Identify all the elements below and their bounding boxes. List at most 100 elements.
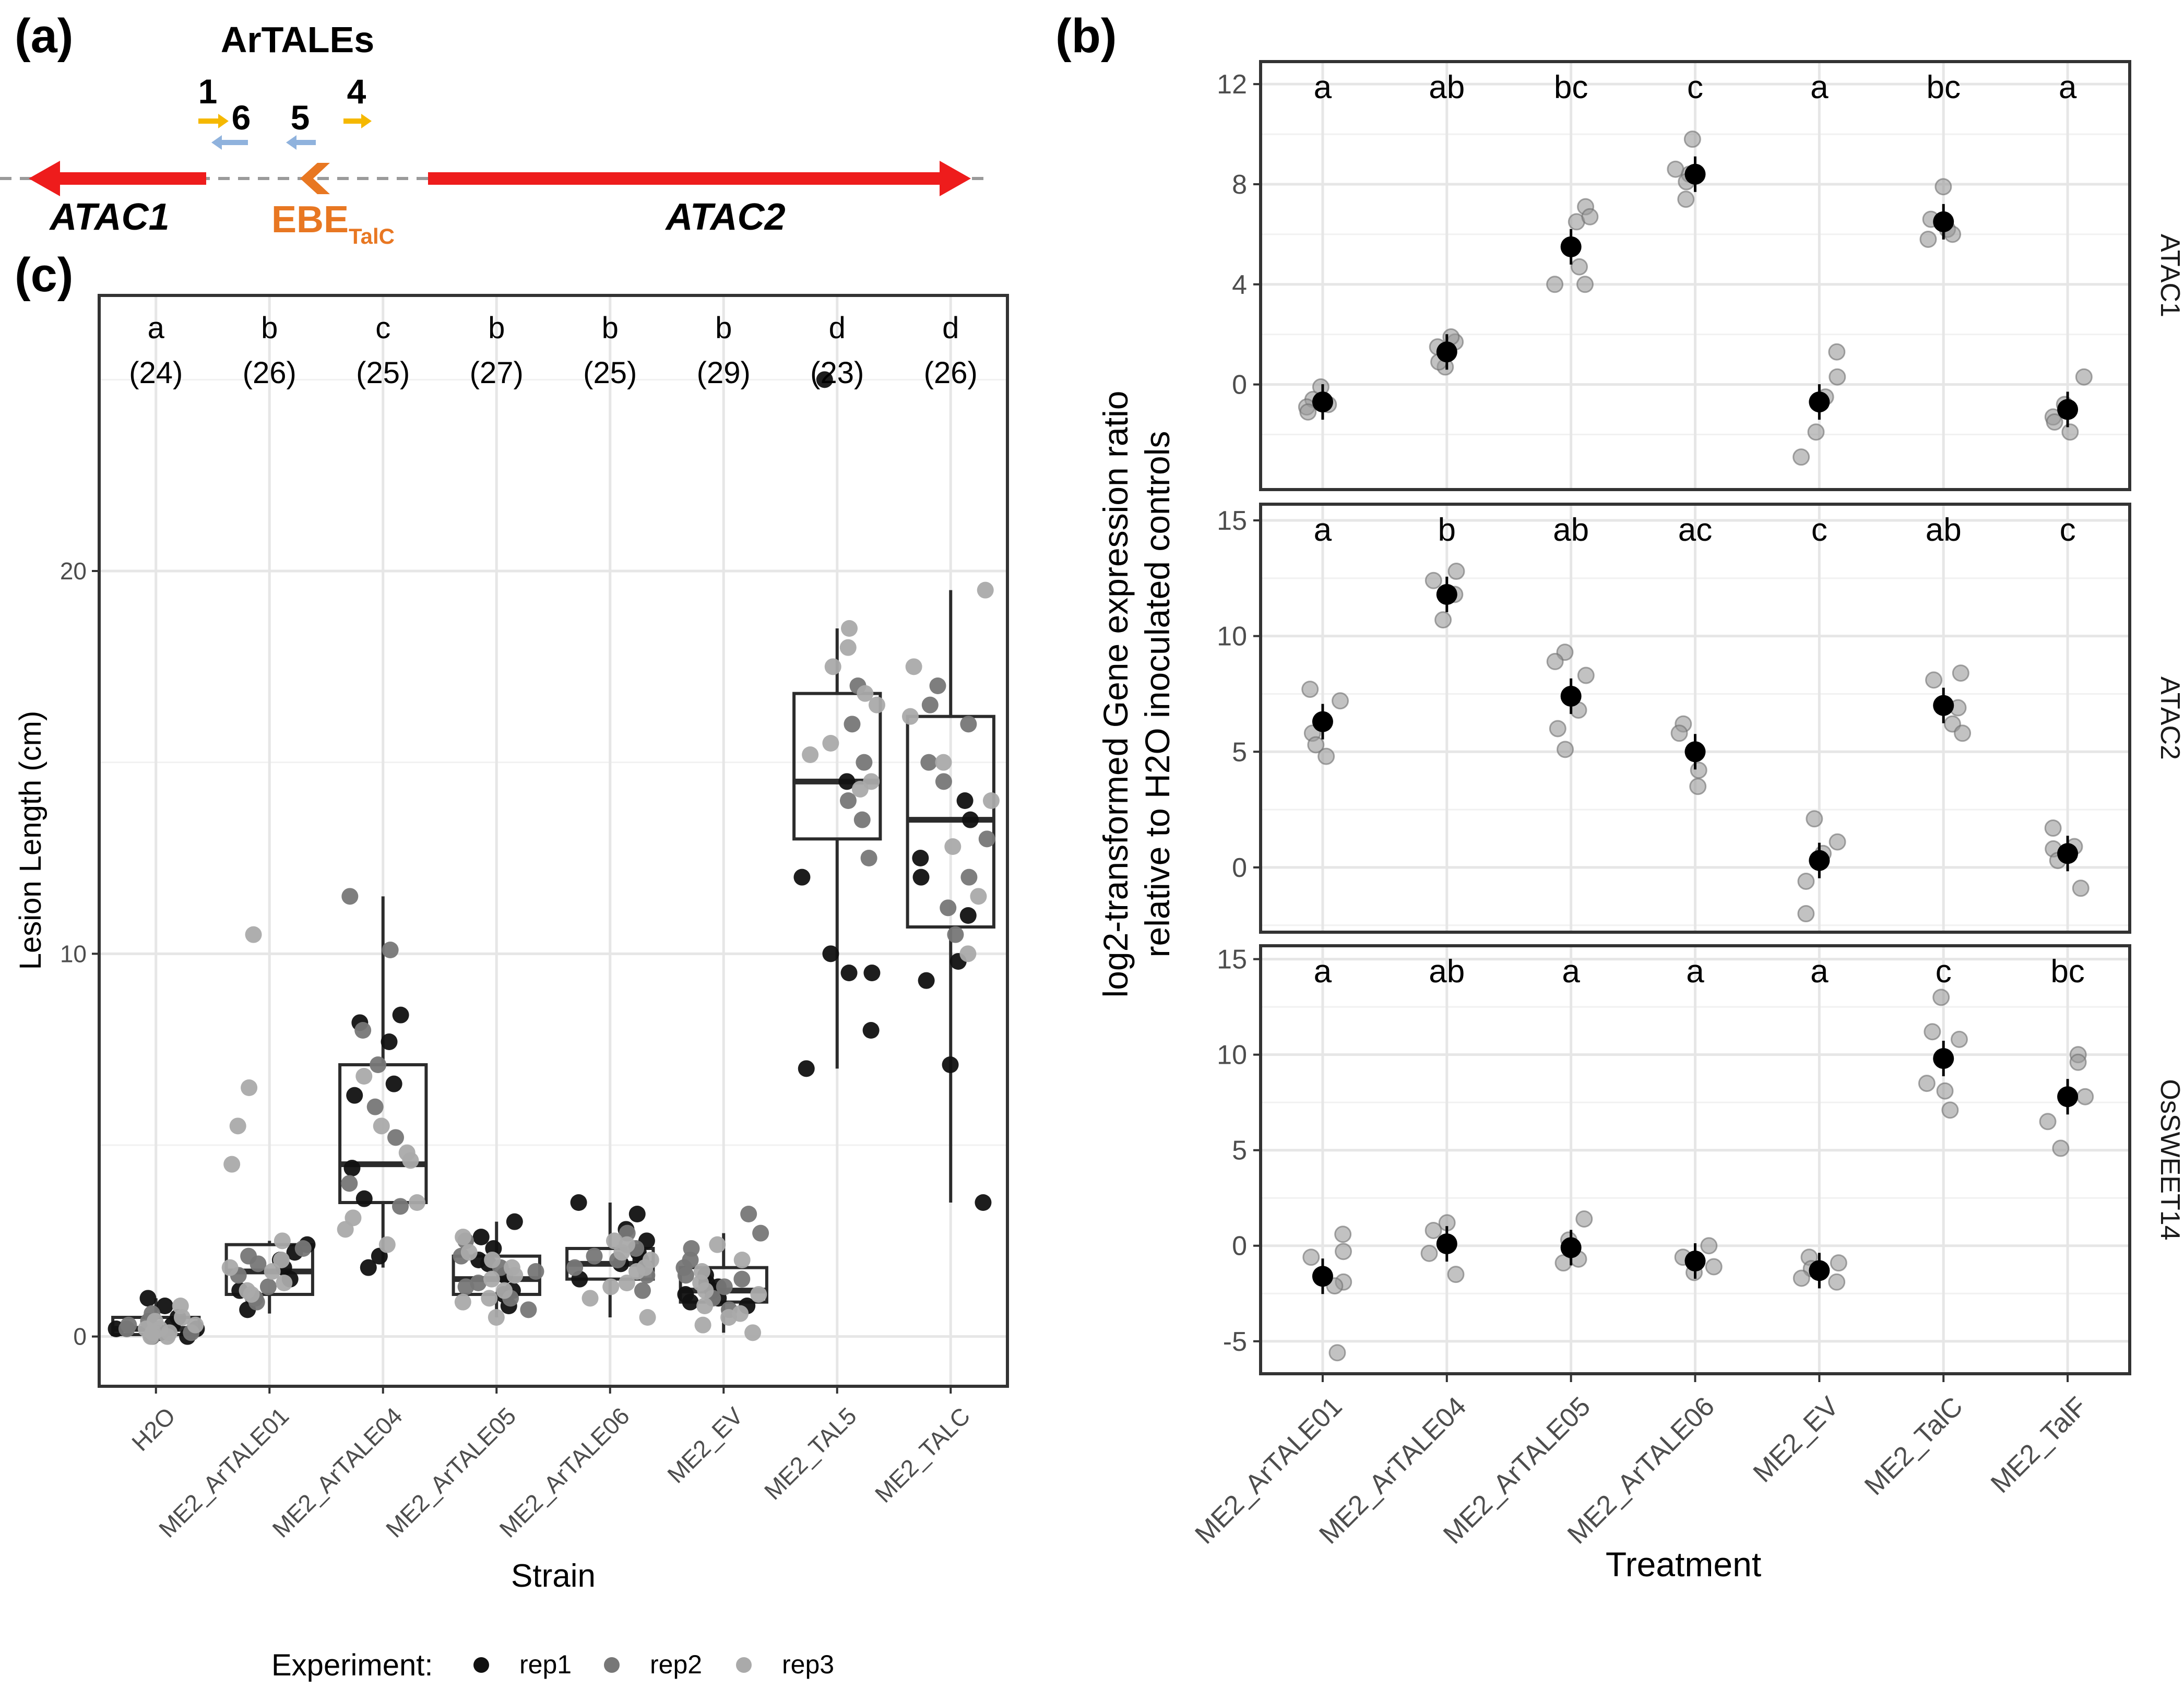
facet-mean-point <box>1684 163 1706 185</box>
panel-c-data-point <box>733 1252 751 1268</box>
panel-c-data-point <box>408 1194 425 1211</box>
panel-c-data-point <box>259 1278 277 1295</box>
facet-replicate-point <box>1549 720 1566 738</box>
facet-replicate-point <box>2075 368 2093 386</box>
panel-c-group-letter: b <box>602 311 619 345</box>
panel-c-sample-size: (24) <box>129 356 183 390</box>
facet-replicate-point <box>1918 1075 1936 1092</box>
facet-mean-point <box>1933 211 1954 232</box>
panel-b-y-axis-title-line1: log2-transformed Gene expression ratio <box>1096 391 1135 998</box>
facet-replicate-point <box>1952 664 1969 682</box>
panel-c-data-point <box>245 926 262 943</box>
panel-c-data-point <box>822 945 839 962</box>
panel-c-data-point <box>975 1194 992 1211</box>
facet-replicate-point <box>1830 1254 1847 1272</box>
panel-c-data-point <box>978 830 995 848</box>
panel-c-data-point <box>506 1267 524 1284</box>
facet-mean-point <box>1809 1260 1830 1281</box>
panel-c-group-letter: d <box>829 311 846 345</box>
facet-replicate-point <box>1954 724 1972 742</box>
panel-c-data-point <box>862 1022 880 1039</box>
panel-c-data-point <box>857 685 874 702</box>
panel-b-x-axis-title: Treatment <box>1606 1545 1761 1584</box>
artale-number-5: 5 <box>291 98 310 137</box>
panel-c-data-point <box>139 1290 157 1307</box>
panel-c-data-point <box>675 1259 693 1276</box>
panel-a: (a) ArTALEs 1 6 5 4 ATAC <box>0 9 992 248</box>
gene-label-atac2: ATAC2 <box>664 196 785 238</box>
facet-replicate-point <box>1425 1221 1442 1239</box>
facet-replicate-point <box>1334 1226 1352 1243</box>
panel-c-annotations: 01020H2Oa(24)ME2_ArTALE01b(26)ME2_ArTALE… <box>60 311 978 1543</box>
facet-replicate-point <box>1689 778 1707 795</box>
panel-c-data-point <box>460 1244 478 1261</box>
panel-c-data-point <box>860 850 877 866</box>
facet-replicate-point <box>2039 1113 2057 1131</box>
facet-replicate-point <box>2069 1053 2087 1071</box>
legend-rep2-swatch <box>604 1657 620 1673</box>
panel-c-data-point <box>484 1252 501 1268</box>
panel-c-data-point <box>229 1117 246 1135</box>
facet-y-tick-label: 0 <box>1232 853 1247 883</box>
facet-y-tick-label: 15 <box>1217 945 1247 975</box>
panel-c-data-point <box>956 792 974 809</box>
facet-replicate-point <box>1575 1210 1593 1228</box>
panel-c-data-point <box>156 1298 173 1314</box>
facet-strip-label: ATAC1 <box>2155 234 2184 317</box>
facet-replicate-point <box>1557 741 1574 758</box>
facet-mean-point <box>1436 584 1457 605</box>
panel-c-data-point <box>940 899 957 917</box>
facet-replicate-point <box>1677 191 1695 208</box>
panel-b-x-tick-label: ME2_EV <box>1748 1391 1845 1488</box>
panel-c-gridlines <box>92 295 1007 1394</box>
facet-replicate-point <box>1941 1101 1959 1119</box>
facet-replicate-point <box>1828 1273 1846 1291</box>
panel-c-data-point <box>733 1270 751 1288</box>
panel-c-data-point <box>355 1190 373 1207</box>
facet-replicate-point <box>1683 130 1701 148</box>
panel-c-data-point <box>841 620 858 637</box>
legend-rep1-swatch <box>473 1657 489 1673</box>
panel-c-data-point <box>506 1213 523 1230</box>
artale-4-arrow <box>343 114 372 128</box>
panel-c-data-point <box>750 1286 767 1303</box>
panel-c-data-point <box>381 1033 398 1050</box>
facet-replicate-point <box>1335 1243 1352 1260</box>
facet-y-tick-label: 15 <box>1217 506 1247 536</box>
panel-c-data-point <box>816 371 833 388</box>
panel-c-data-point <box>683 1240 700 1257</box>
panel-c-data-point <box>869 696 886 713</box>
facet-mean-point <box>1809 391 1830 413</box>
facet-group-letter: c <box>2060 512 2076 548</box>
panel-c-data-point <box>341 888 359 905</box>
panel-c-data-point <box>634 1282 651 1299</box>
artale-number-1: 1 <box>198 72 218 111</box>
legend-rep1-label: rep1 <box>519 1650 572 1679</box>
facet-mean-point <box>1684 1251 1706 1272</box>
panel-c-data-point <box>385 1075 402 1092</box>
facet-group-letter: a <box>1686 954 1704 990</box>
panel-c-y-axis-title: Lesion Length (cm) <box>14 711 48 970</box>
facet-group-letter: ac <box>1678 512 1712 548</box>
facet-replicate-point <box>1924 1023 1941 1041</box>
panel-b-label: (b) <box>1055 9 1117 63</box>
panel-c-group-letter: c <box>375 311 390 345</box>
legend: Experiment: rep1 rep2 rep3 <box>271 1648 834 1682</box>
panel-c-data-point <box>398 1144 416 1161</box>
artales-title: ArTALEs <box>221 19 374 60</box>
facet-replicate-point <box>1806 810 1823 828</box>
facet-y-tick-label: 10 <box>1217 1040 1247 1071</box>
facet-group-letter: a <box>1810 69 1829 105</box>
facet-replicate-point <box>1700 1237 1718 1255</box>
panel-c-data-point <box>355 1068 373 1085</box>
legend-rep2-label: rep2 <box>650 1650 702 1679</box>
facet-mean-point <box>1312 711 1333 732</box>
panel-c-data-point <box>457 1278 474 1295</box>
panel-c-data-point <box>373 1117 390 1135</box>
panel-c-data-point <box>581 1290 599 1307</box>
panel-c-box <box>792 692 882 841</box>
panel-c-data-point <box>856 754 873 771</box>
panel-c-data-point <box>844 716 861 733</box>
facet-mean-point <box>1809 850 1830 871</box>
